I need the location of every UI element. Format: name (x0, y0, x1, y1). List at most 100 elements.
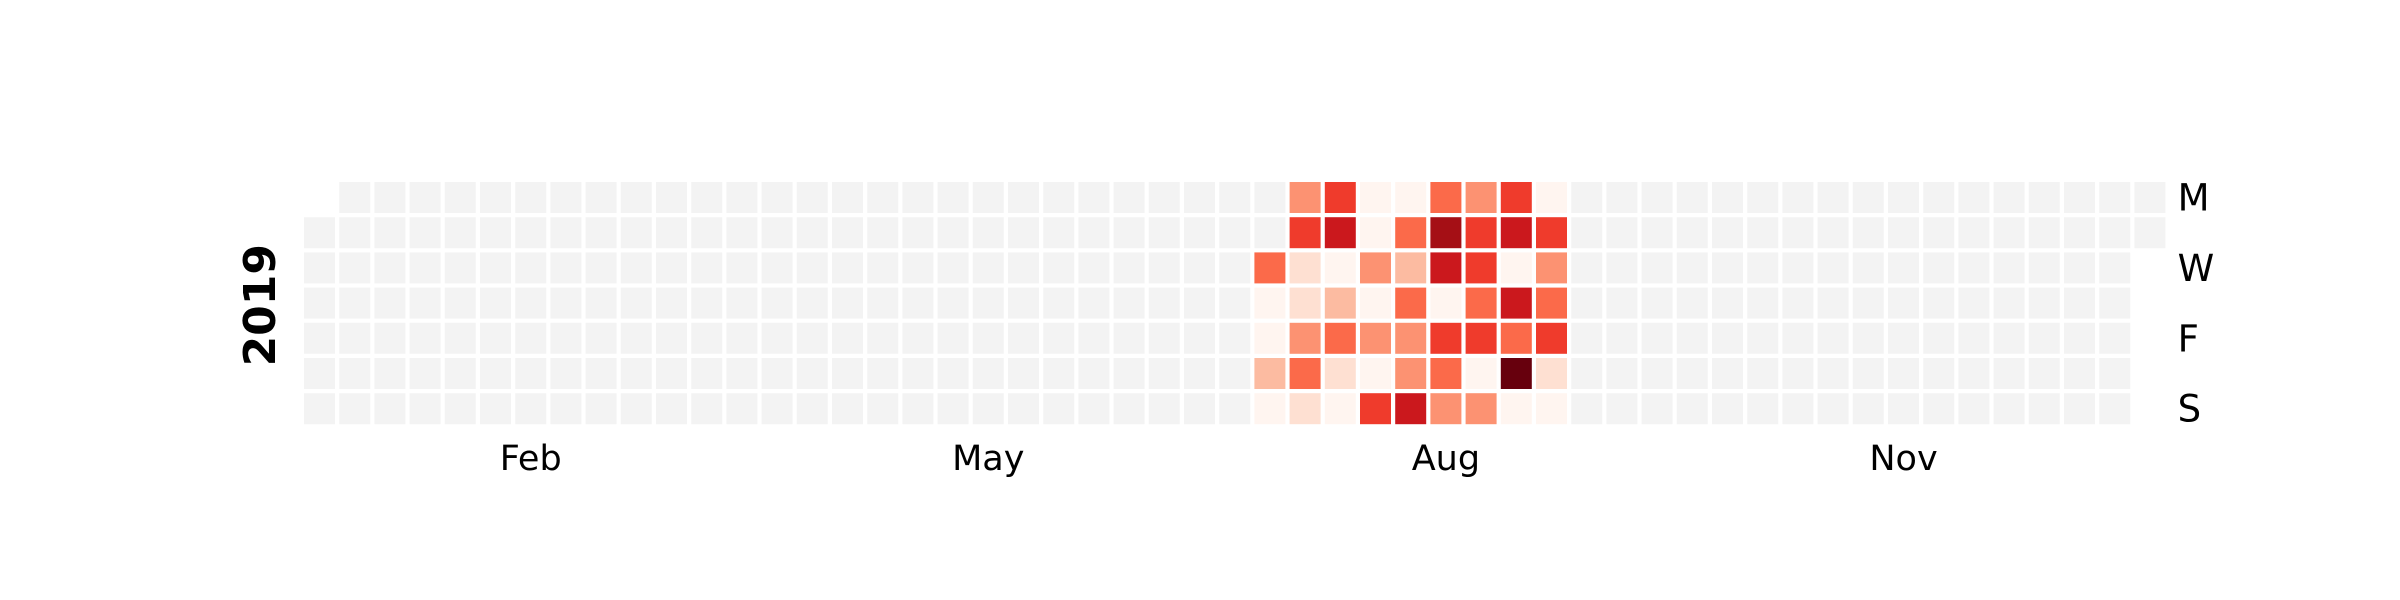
day-cell-2019-09-29 (1641, 393, 1673, 425)
day-cell-2019-07-01 (1219, 182, 1251, 213)
day-cell-2019-09-25 (1641, 252, 1673, 284)
weekday-label-1: W (2178, 247, 2215, 290)
day-cell-2019-04-29 (902, 182, 934, 213)
day-cell-2019-10-03 (1676, 287, 1708, 319)
day-cell-2019-03-21 (691, 287, 723, 319)
day-cell-2019-11-22 (1923, 322, 1955, 354)
day-cell-2019-06-11 (1113, 217, 1145, 249)
day-cell-2019-08-09 (1395, 322, 1427, 354)
day-cell-2019-04-02 (761, 217, 793, 249)
day-cell-2019-01-30 (444, 252, 476, 284)
day-cell-2019-11-30 (1958, 358, 1990, 389)
day-cell-2019-03-04 (620, 182, 652, 213)
day-cell-2019-04-13 (796, 358, 828, 389)
day-cell-2019-10-25 (1782, 322, 1814, 354)
day-cell-2019-11-06 (1852, 252, 1884, 284)
day-cell-2019-12-27 (2099, 322, 2131, 354)
day-cell-2019-08-14 (1430, 252, 1462, 284)
day-cell-2019-10-30 (1817, 252, 1849, 284)
day-cell-2019-09-30 (1676, 182, 1708, 213)
day-cell-2019-05-07 (937, 217, 969, 249)
day-cell-2019-05-16 (972, 287, 1004, 319)
day-cell-2019-09-03 (1536, 217, 1567, 249)
day-cell-2019-09-10 (1571, 217, 1603, 249)
day-cell-2019-01-17 (374, 287, 406, 319)
day-cell-2019-06-03 (1078, 182, 1110, 213)
day-cell-2019-05-15 (972, 252, 1004, 284)
day-cell-2019-01-13 (339, 393, 371, 425)
day-cell-2019-11-21 (1923, 287, 1955, 319)
day-cell-2019-05-21 (1008, 217, 1039, 249)
day-cell-2019-09-15 (1571, 393, 1603, 425)
day-cell-2019-09-16 (1606, 182, 1638, 213)
day-cell-2019-02-03 (444, 393, 476, 425)
day-cell-2019-04-04 (761, 287, 793, 319)
day-cell-2019-12-01 (1958, 393, 1990, 425)
day-cell-2019-07-22 (1324, 182, 1356, 213)
day-cell-2019-11-01 (1817, 322, 1849, 354)
day-cell-2019-09-19 (1606, 287, 1638, 319)
day-cell-2019-02-14 (515, 287, 547, 319)
day-cell-2019-12-02 (1993, 182, 2025, 213)
day-cell-2019-05-30 (1043, 287, 1075, 319)
day-cell-2019-11-07 (1852, 287, 1884, 319)
day-cell-2019-05-28 (1043, 217, 1075, 249)
day-cell-2019-11-24 (1923, 393, 1955, 425)
day-cell-2019-06-04 (1078, 217, 1110, 249)
day-cell-2019-09-20 (1606, 322, 1638, 354)
day-cell-2019-12-07 (1993, 358, 2025, 389)
day-cell-2019-05-04 (902, 358, 934, 389)
day-cell-2019-11-14 (1888, 287, 1919, 319)
day-cell-2019-02-02 (444, 358, 476, 389)
day-cell-2019-06-09 (1078, 393, 1110, 425)
month-labels: Feb May Aug Nov (500, 439, 1938, 479)
day-cell-2019-01-21 (409, 182, 441, 213)
day-cell-2019-01-29 (444, 217, 476, 249)
day-cell-2019-03-03 (585, 393, 617, 425)
day-cell-2019-10-08 (1712, 217, 1743, 249)
day-cell-2019-10-07 (1712, 182, 1743, 213)
day-cell-2019-03-27 (726, 252, 758, 284)
day-cell-2019-08-01 (1360, 287, 1391, 319)
day-cell-2019-01-08 (339, 217, 371, 249)
day-cell-2019-03-14 (656, 287, 687, 319)
day-cell-2019-02-27 (585, 252, 617, 284)
day-cell-2019-07-12 (1254, 322, 1286, 354)
day-cell-2019-06-20 (1148, 287, 1180, 319)
day-cell-2019-07-21 (1289, 393, 1321, 425)
day-cell-2019-02-28 (585, 287, 617, 319)
day-cell-2019-06-29 (1184, 358, 1215, 389)
day-cell-2019-06-21 (1148, 322, 1180, 354)
day-cell-2019-02-01 (444, 322, 476, 354)
day-cell-2019-12-23 (2099, 182, 2131, 213)
day-cell-2019-12-22 (2064, 393, 2095, 425)
day-cell-2019-03-13 (656, 252, 687, 284)
day-cell-2019-07-03 (1219, 252, 1251, 284)
day-cell-2019-03-11 (656, 182, 687, 213)
day-cell-2019-05-29 (1043, 252, 1075, 284)
day-cell-2019-04-21 (832, 393, 863, 425)
day-cell-2019-10-26 (1782, 358, 1814, 389)
day-cell-2019-07-09 (1254, 217, 1286, 249)
day-cell-2019-03-15 (656, 322, 687, 354)
day-cell-2019-04-05 (761, 322, 793, 354)
day-cell-2019-09-21 (1606, 358, 1638, 389)
day-cell-2019-02-17 (515, 393, 547, 425)
day-cell-2019-10-04 (1676, 322, 1708, 354)
day-cell-2019-07-23 (1324, 217, 1356, 249)
day-cell-2019-08-13 (1430, 217, 1462, 249)
day-cell-2019-07-13 (1254, 358, 1286, 389)
day-cell-2019-10-10 (1712, 287, 1743, 319)
day-cell-2019-04-12 (796, 322, 828, 354)
day-cell-2019-08-12 (1430, 182, 1462, 213)
day-cell-2019-05-11 (937, 358, 969, 389)
day-cell-2019-07-29 (1360, 182, 1391, 213)
day-cell-2019-05-27 (1043, 182, 1075, 213)
day-cell-2019-11-26 (1958, 217, 1990, 249)
day-cell-2019-11-19 (1923, 217, 1955, 249)
day-cell-2019-09-01 (1500, 393, 1532, 425)
day-cell-2019-05-06 (937, 182, 969, 213)
day-cell-2019-05-23 (1008, 287, 1039, 319)
day-cell-2019-06-26 (1184, 252, 1215, 284)
day-cell-2019-12-29 (2099, 393, 2131, 425)
